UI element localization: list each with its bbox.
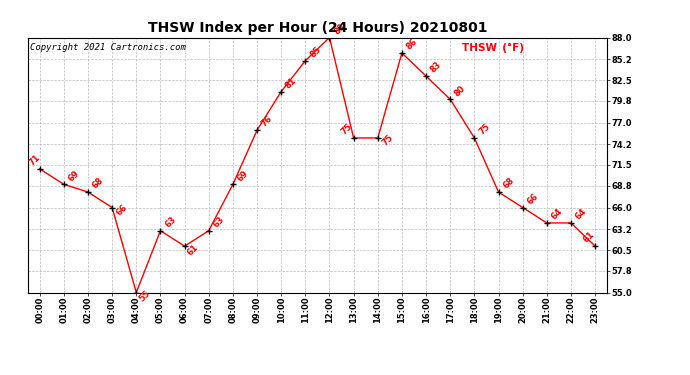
Text: 81: 81 [284,76,299,90]
Text: 69: 69 [236,168,250,183]
Text: 66: 66 [115,202,130,217]
Text: 61: 61 [581,230,596,245]
Text: 63: 63 [164,215,178,229]
Text: 75: 75 [477,122,492,136]
Text: 66: 66 [526,192,540,206]
Text: 80: 80 [453,83,468,98]
Text: 69: 69 [67,168,81,183]
Text: THSW (°F): THSW (°F) [462,43,524,52]
Text: 71: 71 [27,153,42,168]
Text: 75: 75 [339,122,355,136]
Text: 68: 68 [91,176,106,190]
Text: 85: 85 [308,45,323,59]
Text: 68: 68 [502,176,516,190]
Text: Copyright 2021 Cartronics.com: Copyright 2021 Cartronics.com [30,43,186,52]
Text: 64: 64 [574,207,589,222]
Text: 63: 63 [212,215,226,229]
Text: 75: 75 [381,133,395,148]
Text: 86: 86 [405,37,420,52]
Text: 64: 64 [550,207,564,222]
Text: 55: 55 [138,289,152,304]
Text: 83: 83 [429,60,444,75]
Text: 61: 61 [186,243,201,257]
Text: 88: 88 [333,22,347,36]
Text: 76: 76 [260,114,275,129]
Title: THSW Index per Hour (24 Hours) 20210801: THSW Index per Hour (24 Hours) 20210801 [148,21,487,35]
